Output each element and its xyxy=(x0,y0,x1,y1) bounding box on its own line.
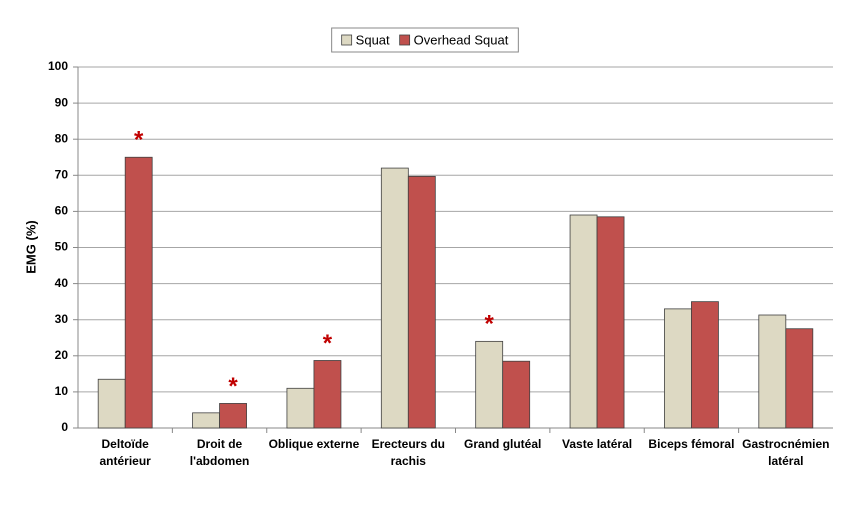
y-tick-label: 70 xyxy=(55,167,69,181)
x-tick-label: Droit de xyxy=(197,437,243,451)
y-tick-label: 0 xyxy=(61,420,68,434)
bar xyxy=(502,360,531,429)
bar xyxy=(785,328,814,429)
annotation: * xyxy=(228,373,238,400)
y-tick-label: 100 xyxy=(48,59,68,73)
x-tick-label: latéral xyxy=(768,454,803,468)
y-tick-label: 80 xyxy=(55,131,69,145)
y-tick-label: 90 xyxy=(55,95,69,109)
x-tick-label: rachis xyxy=(391,454,427,468)
x-tick-label: antérieur xyxy=(100,454,152,468)
legend-swatch xyxy=(399,34,411,46)
bar xyxy=(664,308,692,429)
x-tick-label: Oblique externe xyxy=(269,437,360,451)
bar xyxy=(97,378,126,429)
legend-label: Overhead Squat xyxy=(414,32,509,47)
bar xyxy=(569,214,598,429)
bar xyxy=(380,167,409,429)
y-tick-label: 40 xyxy=(55,276,69,290)
x-tick-label: Vaste latéral xyxy=(562,437,632,451)
bar xyxy=(691,301,719,429)
x-tick-label: Biceps fémoral xyxy=(648,437,734,451)
bar xyxy=(192,412,220,429)
bar xyxy=(596,216,625,429)
x-tick-label: l'abdomen xyxy=(190,454,250,468)
bar xyxy=(313,360,342,429)
y-tick-label: 20 xyxy=(55,348,69,362)
y-tick-label: 30 xyxy=(55,312,69,326)
legend-box xyxy=(331,27,519,53)
y-axis-label: EMG (%) xyxy=(23,220,38,273)
x-tick-label: Gastrocnémien xyxy=(742,437,829,451)
bar xyxy=(475,340,504,429)
y-tick-label: 10 xyxy=(55,384,69,398)
y-tick-label: 60 xyxy=(55,204,69,218)
bar xyxy=(219,403,247,429)
bar xyxy=(407,175,436,429)
annotation: * xyxy=(134,127,144,154)
bar xyxy=(286,387,315,429)
bar xyxy=(758,314,787,429)
bar xyxy=(124,156,153,429)
x-tick-label: Erecteurs du xyxy=(372,437,445,451)
x-tick-label: Deltoïde xyxy=(102,437,150,451)
legend-label: Squat xyxy=(356,32,390,47)
y-tick-label: 50 xyxy=(55,240,69,254)
annotation: * xyxy=(323,330,333,357)
legend-swatch xyxy=(341,34,353,46)
annotation: * xyxy=(485,311,495,338)
x-tick-label: Grand glutéal xyxy=(464,437,541,451)
